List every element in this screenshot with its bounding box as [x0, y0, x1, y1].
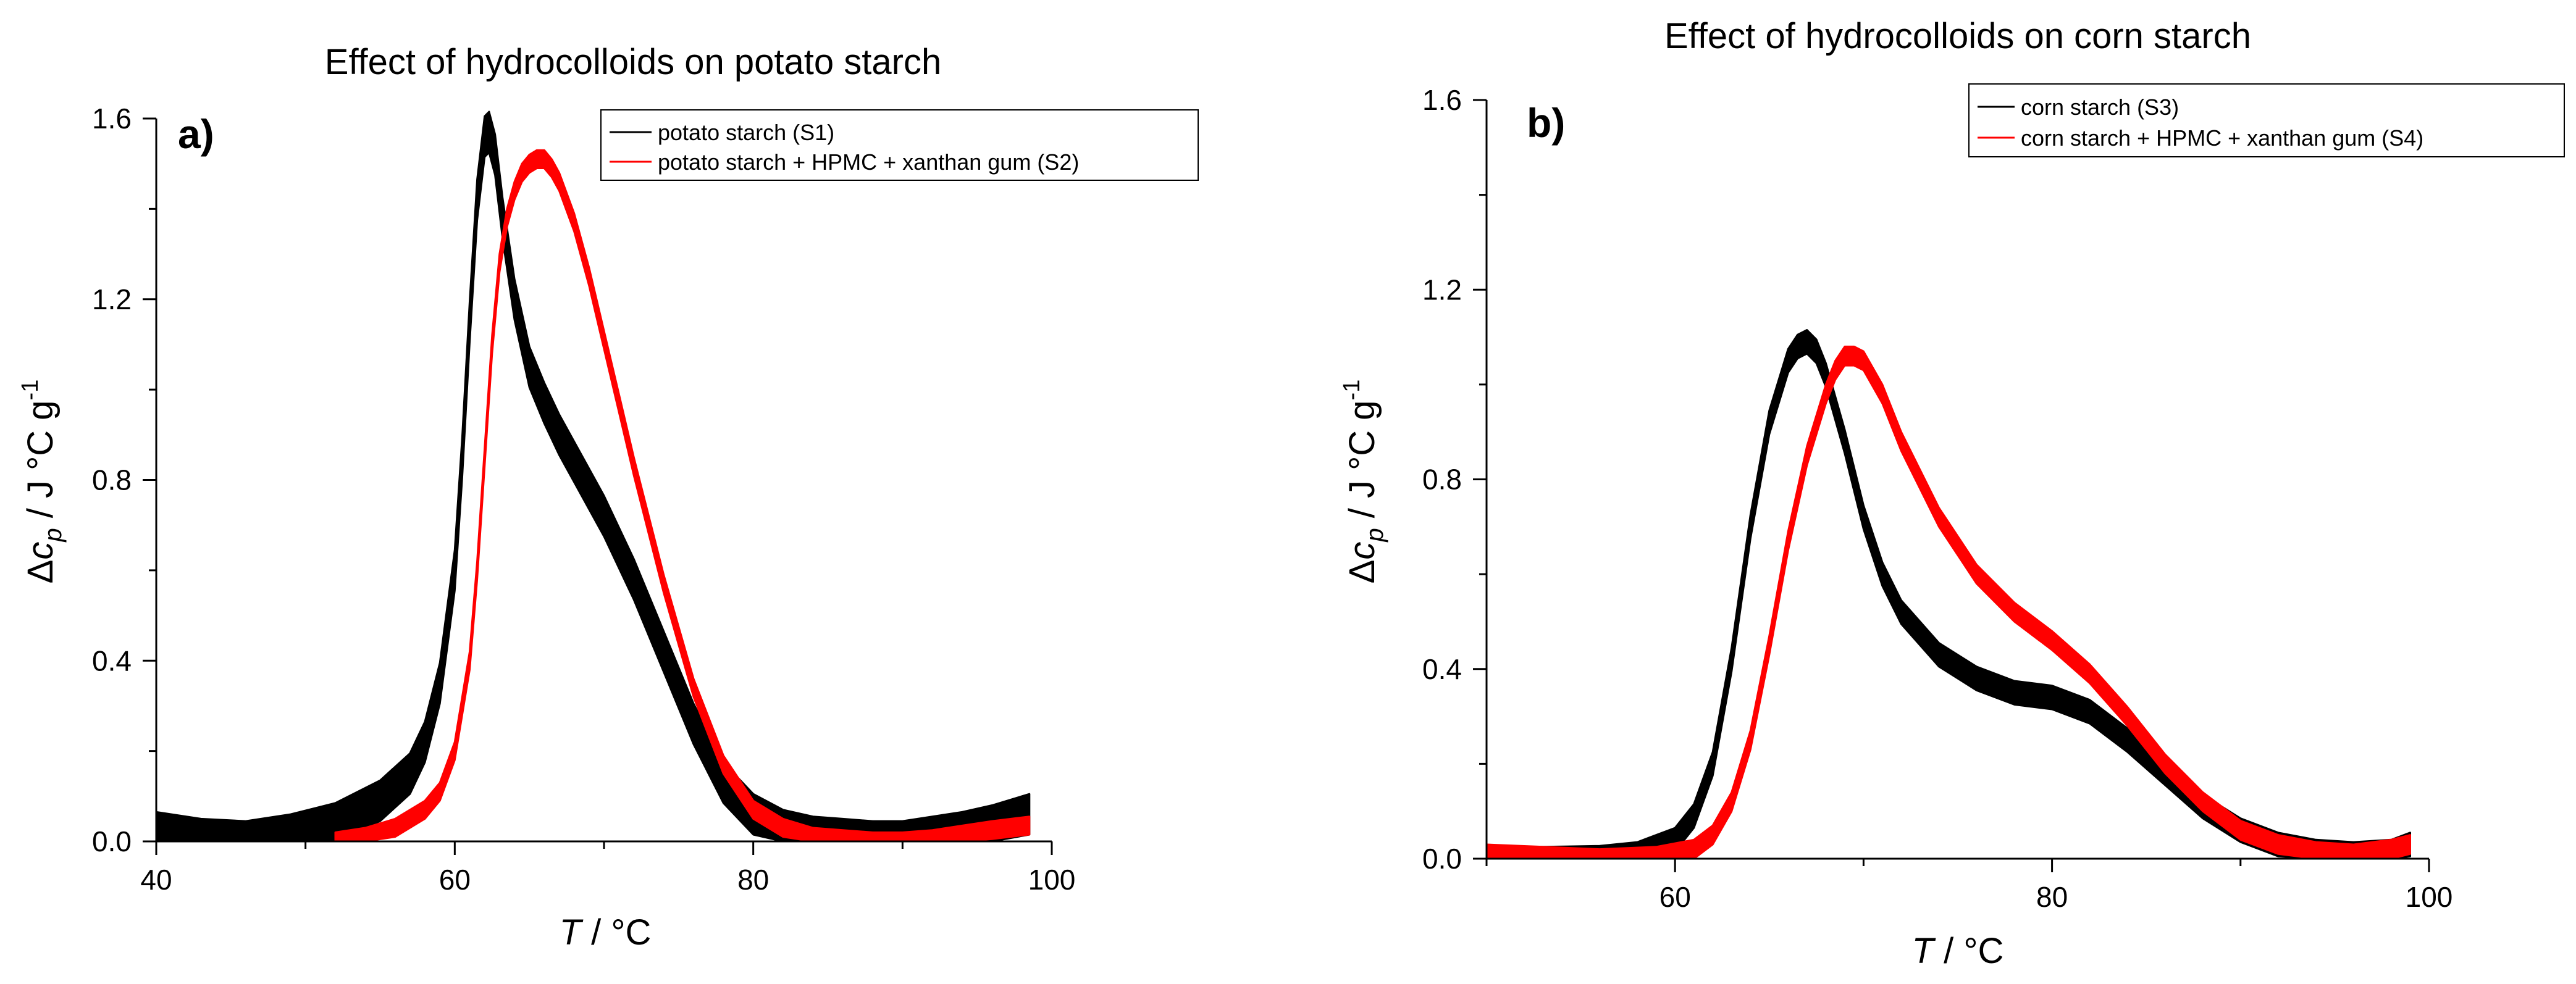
panel-b: Effect of hydrocolloids on corn starch 60… [1339, 16, 2565, 971]
chart-b-panel-letter: b) [1527, 100, 1565, 146]
chart-a-x-tick-label: 40 [140, 864, 172, 896]
chart-a-legend-label: potato starch + HPMC + xanthan gum (S2) [658, 149, 1079, 175]
chart-a-y-tick-label: 0.4 [92, 644, 132, 677]
chart-b-legend-box [1968, 83, 2565, 157]
chart-a-legend-label: potato starch (S1) [658, 120, 834, 145]
chart-a-y-axis-label: Δcp / J °C g-1 [17, 380, 67, 584]
chart-a-y-tick-label: 0.8 [92, 464, 132, 496]
chart-a-legend: potato starch (S1) potato starch + HPMC +… [600, 109, 1199, 181]
chart-b-legend-label: corn starch (S3) [2021, 94, 2179, 120]
chart-b-x-tick-label: 100 [2406, 881, 2453, 913]
chart-b-series-1-trace [1485, 329, 2411, 860]
chart-a-y-tick-label: 0.0 [92, 825, 132, 857]
chart-b-x-axis-label: T / °C [1912, 931, 2004, 971]
chart-b-legend-label: corn starch + HPMC + xanthan gum (S4) [2021, 125, 2423, 151]
chart-a-title: Effect of hydrocolloids on potato starch [325, 42, 941, 82]
chart-a-x-axis-label: T / °C [560, 912, 652, 953]
chart-b-title: Effect of hydrocolloids on corn starch [1664, 16, 2251, 56]
panel-a: Effect of hydrocolloids on potato starch… [17, 42, 1199, 953]
chart-b-y-tick-label: 0.0 [1422, 843, 1462, 875]
chart-a-series-2-trace [334, 149, 1031, 843]
chart-b-y-tick-label: 0.4 [1422, 653, 1462, 685]
chart-b-y-tick-label: 1.6 [1422, 84, 1462, 116]
chart-b-y-axis-label: Δcp / J °C g-1 [1339, 380, 1388, 584]
chart-a-x-tick-label: 100 [1028, 864, 1076, 896]
chart-a-series-1-trace [155, 110, 1031, 843]
chart-a-y-tick-label: 1.2 [92, 283, 132, 315]
chart-b-y-tick-label: 1.2 [1422, 273, 1462, 306]
chart-a-y-tick-label: 1.6 [92, 102, 132, 135]
chart-b-x-tick-label: 60 [1659, 881, 1691, 913]
chart-b-legend: corn starch (S3) corn starch + HPMC + xan… [1968, 83, 2565, 157]
chart-b-y-tick-label: 0.8 [1422, 464, 1462, 496]
chart-a-panel-letter: a) [178, 111, 214, 157]
chart-b-x-tick-label: 80 [2036, 881, 2068, 913]
chart-a-x-tick-label: 60 [439, 864, 471, 896]
chart-b-series-2-trace [1485, 345, 2411, 860]
chart-a-x-tick-label: 80 [737, 864, 769, 896]
chart-a-legend-box [600, 109, 1199, 181]
